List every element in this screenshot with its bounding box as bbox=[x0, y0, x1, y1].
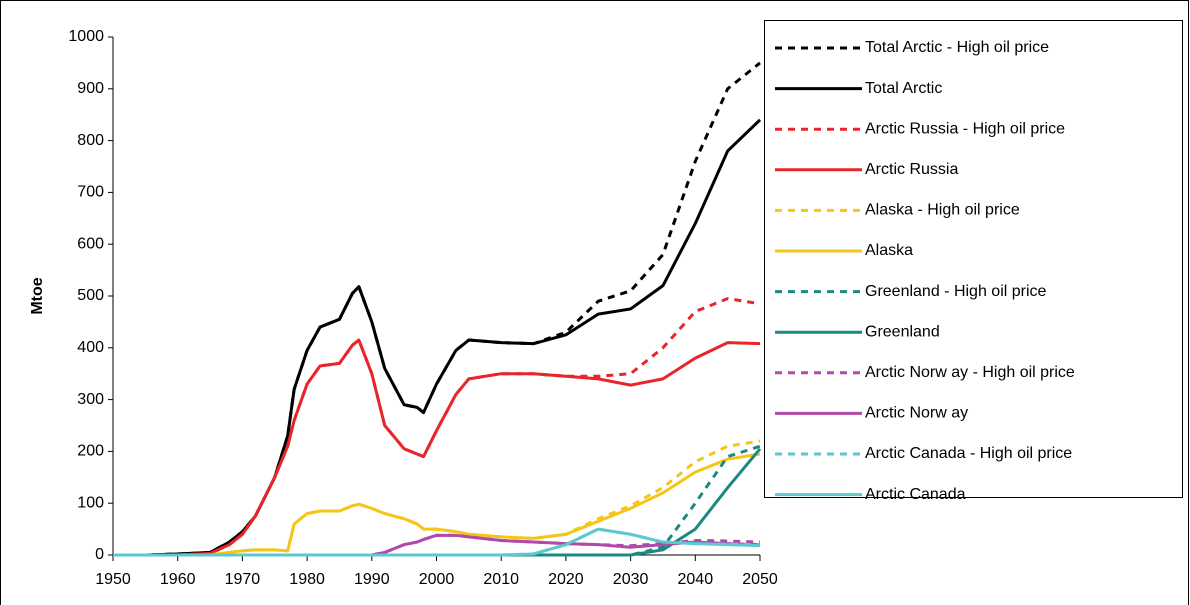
series-line bbox=[113, 439, 761, 557]
y-tick-label: 1000 bbox=[68, 28, 104, 45]
y-tick-label: 600 bbox=[77, 235, 104, 252]
legend-label: Total Arctic bbox=[865, 80, 942, 97]
series-line bbox=[113, 338, 761, 557]
y-axis-label: Mtoe bbox=[29, 277, 46, 314]
series-line bbox=[113, 444, 761, 557]
y-tick-label: 0 bbox=[95, 546, 104, 563]
x-tick-label: 1950 bbox=[95, 571, 131, 588]
x-tick-label: 1970 bbox=[225, 571, 261, 588]
x-tick-label: 2040 bbox=[678, 571, 714, 588]
legend-box bbox=[764, 20, 1183, 498]
y-tick-label: 800 bbox=[77, 132, 104, 149]
x-tick-label: 1980 bbox=[289, 571, 325, 588]
x-tick-label: 2010 bbox=[483, 571, 519, 588]
y-tick-label: 400 bbox=[77, 339, 104, 356]
x-tick-label: 2000 bbox=[419, 571, 455, 588]
legend-label: Greenland - High oil price bbox=[865, 283, 1047, 300]
x-tick-label: 2020 bbox=[548, 571, 584, 588]
legend-label: Greenland bbox=[865, 323, 940, 340]
legend-label: Arctic Norw ay - High oil price bbox=[865, 364, 1075, 381]
y-tick-label: 500 bbox=[77, 287, 104, 304]
series-line bbox=[113, 447, 762, 557]
x-tick-label: 1990 bbox=[354, 571, 390, 588]
legend-label: Arctic Canada - High oil price bbox=[865, 445, 1072, 462]
series-line bbox=[113, 118, 762, 557]
legend-label: Alaska bbox=[865, 242, 913, 259]
y-tick-label: 200 bbox=[77, 443, 104, 460]
series-line bbox=[113, 452, 761, 557]
y-tick-label: 900 bbox=[77, 80, 104, 97]
y-tick-label: 700 bbox=[77, 184, 104, 201]
series-line bbox=[113, 527, 761, 557]
series-line bbox=[113, 297, 761, 557]
legend-label: Arctic Russia bbox=[865, 161, 958, 178]
legend-label: Alaska - High oil price bbox=[865, 202, 1020, 219]
legend-label: Total Arctic - High oil price bbox=[865, 39, 1049, 56]
x-tick-label: 1960 bbox=[160, 571, 196, 588]
y-tick-label: 300 bbox=[77, 391, 104, 408]
series-line bbox=[113, 61, 761, 557]
x-tick-label: 2030 bbox=[613, 571, 649, 588]
x-tick-label: 2050 bbox=[742, 571, 778, 588]
legend-label: Arctic Russia - High oil price bbox=[865, 120, 1065, 137]
y-tick-label: 100 bbox=[77, 494, 104, 511]
legend-label: Arctic Canada bbox=[865, 486, 966, 503]
legend-label: Arctic Norw ay bbox=[865, 405, 968, 422]
